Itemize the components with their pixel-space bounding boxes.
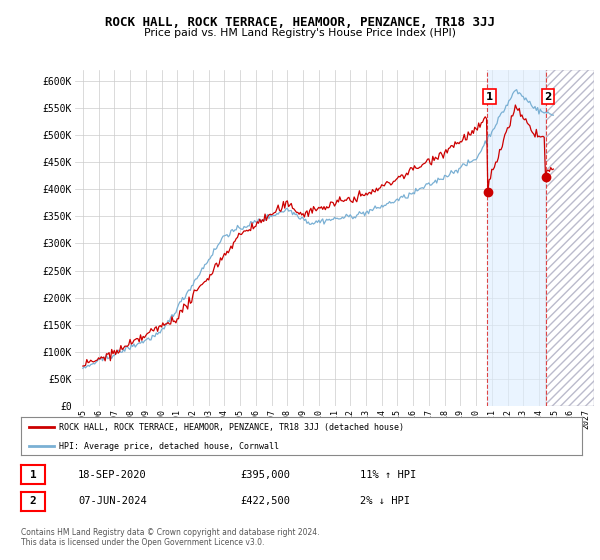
Text: ROCK HALL, ROCK TERRACE, HEAMOOR, PENZANCE, TR18 3JJ: ROCK HALL, ROCK TERRACE, HEAMOOR, PENZAN… bbox=[105, 16, 495, 29]
Text: 11% ↑ HPI: 11% ↑ HPI bbox=[360, 470, 416, 480]
Text: 2: 2 bbox=[29, 496, 37, 506]
Text: HPI: Average price, detached house, Cornwall: HPI: Average price, detached house, Corn… bbox=[59, 442, 279, 451]
Text: £422,500: £422,500 bbox=[240, 496, 290, 506]
Text: ROCK HALL, ROCK TERRACE, HEAMOOR, PENZANCE, TR18 3JJ (detached house): ROCK HALL, ROCK TERRACE, HEAMOOR, PENZAN… bbox=[59, 423, 404, 432]
Text: 2: 2 bbox=[545, 92, 552, 102]
Text: 1: 1 bbox=[29, 470, 37, 480]
Bar bbox=[546, 70, 594, 406]
Text: 07-JUN-2024: 07-JUN-2024 bbox=[78, 496, 147, 506]
Text: £395,000: £395,000 bbox=[240, 470, 290, 480]
Text: 1: 1 bbox=[486, 92, 493, 102]
Text: 18-SEP-2020: 18-SEP-2020 bbox=[78, 470, 147, 480]
Text: Price paid vs. HM Land Registry's House Price Index (HPI): Price paid vs. HM Land Registry's House … bbox=[144, 28, 456, 38]
Text: Contains HM Land Registry data © Crown copyright and database right 2024.
This d: Contains HM Land Registry data © Crown c… bbox=[21, 528, 320, 547]
Bar bbox=[487, 70, 546, 406]
Text: 2% ↓ HPI: 2% ↓ HPI bbox=[360, 496, 410, 506]
